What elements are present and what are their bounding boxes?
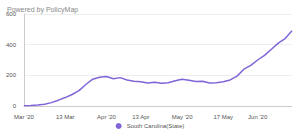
svg-text:17 May: 17 May xyxy=(213,114,233,120)
svg-text:400: 400 xyxy=(6,42,17,48)
svg-text:600: 600 xyxy=(6,11,16,17)
svg-text:Apr '20: Apr '20 xyxy=(97,114,116,120)
svg-text:Jun '20: Jun '20 xyxy=(248,114,268,120)
svg-text:South Carolina(State): South Carolina(State) xyxy=(127,123,185,129)
svg-text:200: 200 xyxy=(6,72,17,78)
svg-text:13 Mar: 13 Mar xyxy=(56,114,75,120)
svg-text:13 Apr: 13 Apr xyxy=(132,114,149,120)
svg-text:Powered by PolicyMap: Powered by PolicyMap xyxy=(7,6,78,14)
svg-text:Mar '20: Mar '20 xyxy=(14,114,34,120)
svg-text:0: 0 xyxy=(13,103,17,109)
svg-text:May '20: May '20 xyxy=(172,114,193,120)
